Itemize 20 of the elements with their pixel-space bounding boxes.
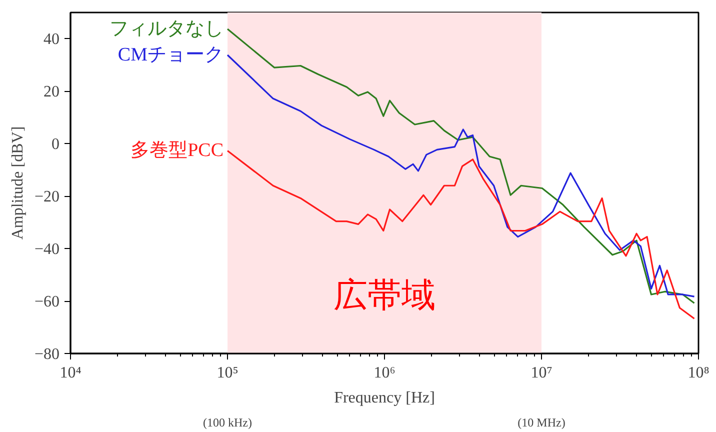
y-tick-label: −20 xyxy=(34,188,60,206)
x-axis-title: Frequency [Hz] xyxy=(334,390,435,406)
text: (10 MHz) xyxy=(518,416,566,430)
y-tick-label: −80 xyxy=(34,346,60,363)
y-tick-label: −60 xyxy=(34,294,60,311)
x-tick-label: 10⁶ xyxy=(374,364,396,382)
y-tick-label: 20 xyxy=(44,84,60,101)
x-tick-label: 10⁴ xyxy=(60,364,82,382)
x-tick-label: 10⁸ xyxy=(688,364,710,382)
y-axis-title: Amplitude [dBV] xyxy=(9,126,26,240)
y-tick-label: 0 xyxy=(52,136,60,154)
text: (100 kHz) xyxy=(203,416,252,430)
series-label: 多巻型PCC xyxy=(130,140,224,162)
y-tick-label: 40 xyxy=(44,31,60,48)
band-label: 広帯域 xyxy=(334,276,436,316)
x-tick-label: 10⁵ xyxy=(216,364,238,382)
series-label: フィルタなし xyxy=(110,18,224,40)
y-tick-label: −40 xyxy=(34,241,60,258)
series-label: CMチョーク xyxy=(118,44,224,66)
x-tick-label: 10⁷ xyxy=(530,364,552,382)
